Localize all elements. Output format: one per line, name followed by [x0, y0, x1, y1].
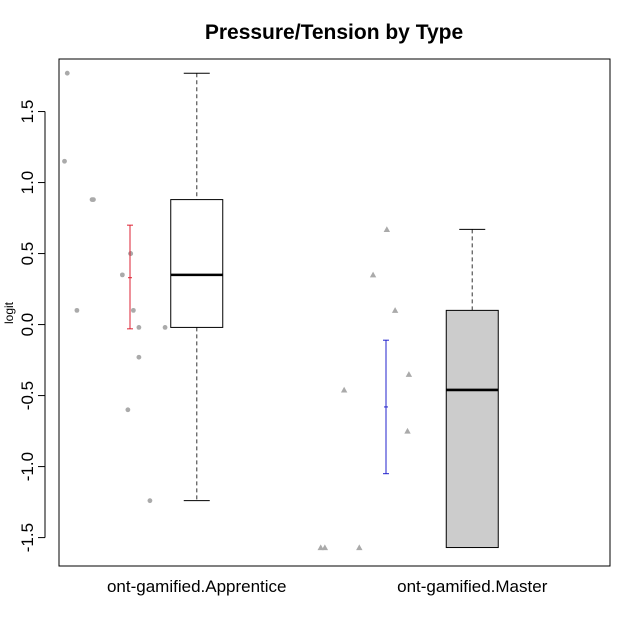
data-point — [136, 354, 142, 360]
y-tick-label: -1.5 — [18, 523, 37, 552]
data-point — [130, 307, 136, 313]
y-axis: -1.5 -1.0 -0.5 0.0 0.5 1.0 1.5 — [18, 100, 46, 552]
data-point — [340, 386, 348, 393]
data-point — [64, 70, 70, 76]
x-tick-label: ont-gamified.Master — [397, 577, 548, 596]
data-point — [321, 544, 329, 551]
x-axis: ont-gamified.Apprentice ont-gamified.Mast… — [107, 577, 548, 596]
data-point — [356, 544, 363, 551]
data-point — [405, 371, 413, 377]
y-tick-label: 0.0 — [18, 313, 37, 337]
data-point — [91, 197, 96, 202]
jitter-points — [62, 70, 413, 551]
x-tick-label: ont-gamified.Apprentice — [107, 577, 287, 596]
data-point — [391, 307, 399, 313]
data-point — [62, 158, 67, 164]
data-point — [147, 498, 153, 504]
box-iqr — [170, 199, 224, 328]
data-point — [404, 427, 411, 434]
data-point — [74, 307, 80, 313]
y-axis-label: logit — [2, 301, 16, 324]
plot-frame — [58, 58, 611, 567]
boxes — [170, 72, 499, 549]
data-point — [125, 407, 131, 413]
data-point — [383, 226, 391, 232]
data-point — [128, 251, 134, 256]
data-point — [162, 325, 168, 330]
data-point — [317, 544, 324, 551]
y-tick-label: -1.0 — [18, 452, 37, 481]
y-tick-label: -0.5 — [18, 381, 37, 410]
y-tick-label: 0.5 — [18, 242, 37, 266]
data-point — [369, 271, 377, 278]
box-iqr — [445, 309, 499, 549]
error-bars — [127, 224, 389, 475]
chart-title: Pressure/Tension by Type — [205, 21, 463, 44]
data-point — [119, 272, 125, 278]
y-tick-label: 1.5 — [18, 100, 37, 124]
data-point — [136, 325, 142, 330]
y-tick-label: 1.0 — [18, 171, 37, 195]
